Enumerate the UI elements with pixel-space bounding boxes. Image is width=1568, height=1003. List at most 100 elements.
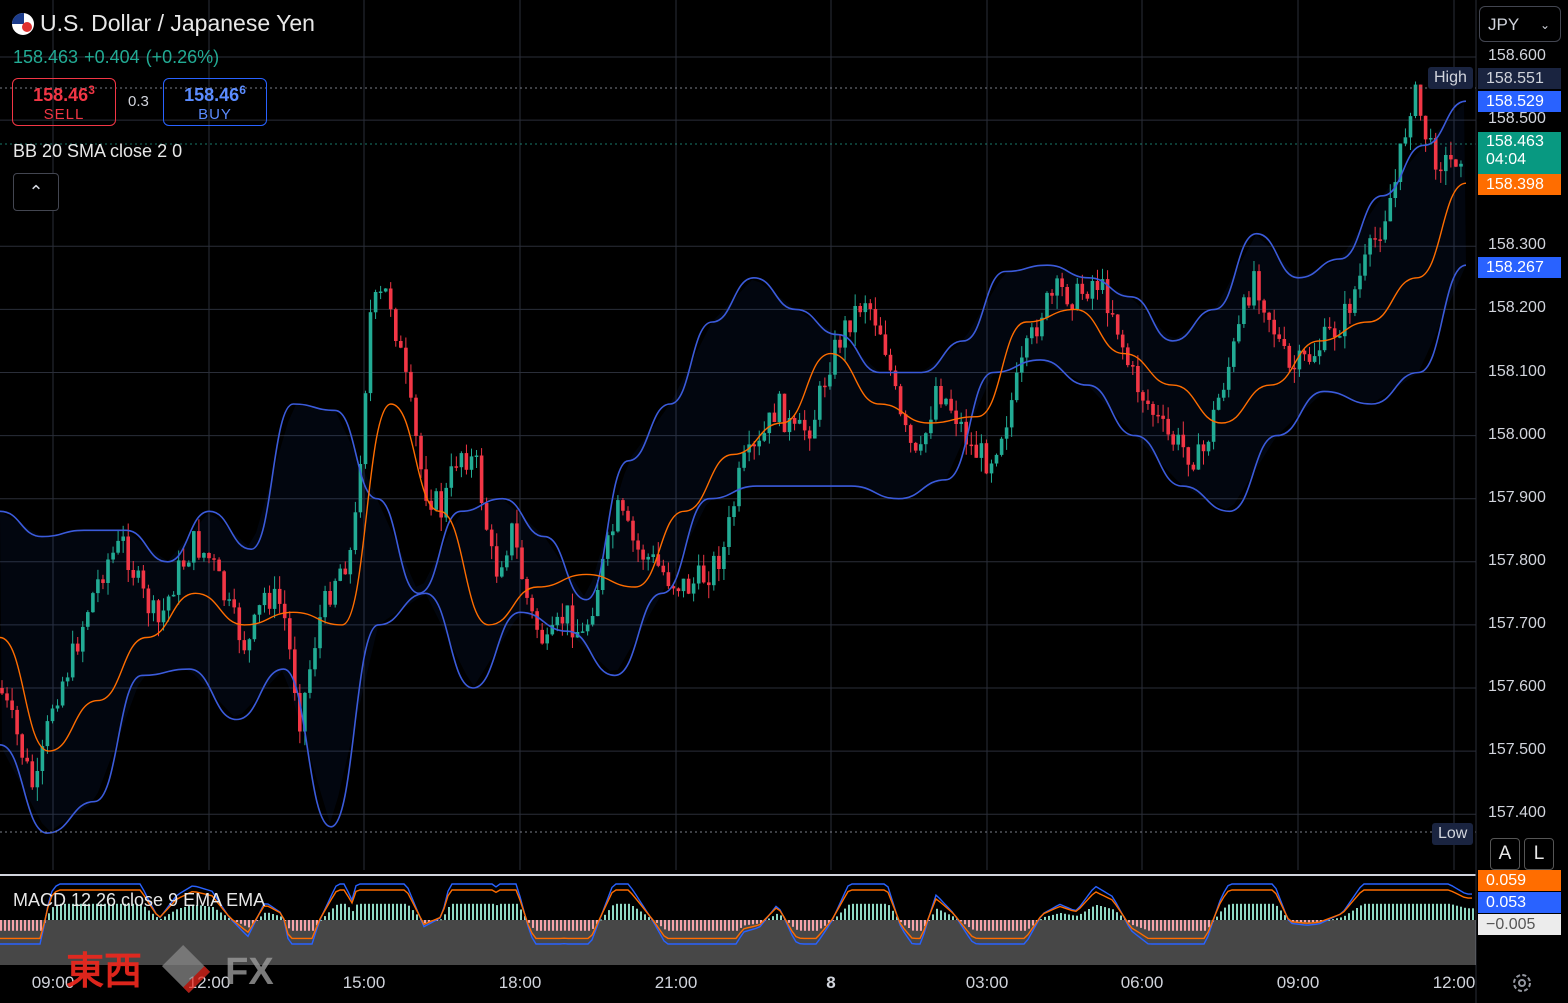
macd-signal-tag: 0.059	[1478, 870, 1561, 891]
collapse-legend-button[interactable]: ⌃	[13, 173, 59, 211]
candle-body	[454, 466, 459, 468]
macd-histogram-bar	[1192, 920, 1194, 931]
macd-histogram-bar	[264, 912, 266, 920]
macd-histogram-bar	[676, 920, 678, 931]
macd-histogram-bar	[816, 920, 818, 931]
candle-body	[444, 487, 448, 518]
macd-histogram-bar	[192, 904, 194, 920]
macd-histogram-bar	[792, 920, 794, 927]
macd-histogram-bar	[124, 903, 126, 920]
candle-body	[1252, 271, 1256, 306]
macd-histogram-bar	[220, 912, 222, 920]
buy-button[interactable]: 158.466 BUY	[163, 78, 267, 126]
candle-body	[1257, 271, 1261, 301]
macd-histogram-bar	[180, 908, 182, 920]
macd-histogram-bar	[952, 916, 954, 920]
macd-histogram-bar	[448, 907, 450, 920]
macd-histogram-bar	[460, 903, 462, 920]
candle-body	[974, 444, 979, 458]
macd-histogram-bar	[1300, 920, 1302, 922]
macd-histogram-bar	[552, 920, 554, 931]
sell-button[interactable]: 158.463 SELL	[12, 78, 116, 126]
log-scale-button[interactable]: L	[1524, 838, 1554, 870]
macd-histogram-bar	[1304, 920, 1306, 923]
macd-histogram-bar	[900, 920, 902, 923]
candle-body	[646, 556, 650, 560]
candle-body	[510, 523, 514, 556]
macd-histogram-bar	[424, 920, 426, 923]
macd-histogram-bar	[408, 905, 410, 920]
candle-body	[1105, 279, 1110, 314]
macd-histogram-bar	[692, 920, 694, 931]
macd-histogram-bar	[608, 910, 610, 920]
macd-histogram-bar	[732, 920, 734, 931]
candle-body	[1332, 328, 1337, 338]
candle-body	[696, 565, 701, 584]
candle-body	[1373, 238, 1377, 240]
currency-select[interactable]: JPY ⌄	[1479, 6, 1561, 42]
candle-body	[65, 677, 70, 682]
time-axis-label: 03:00	[965, 973, 1009, 992]
macd-histogram-bar	[1236, 903, 1238, 920]
macd-histogram-bar	[656, 920, 658, 923]
macd-histogram-bar	[684, 920, 686, 931]
candle-body	[1358, 275, 1362, 290]
macd-histogram-bar	[1108, 908, 1110, 920]
macd-histogram-bar	[48, 913, 50, 920]
candle-body	[70, 643, 75, 678]
macd-histogram-bar	[508, 903, 510, 920]
macd-histogram-bar	[1436, 903, 1438, 920]
candle-body	[121, 536, 125, 541]
candle-body	[262, 592, 267, 606]
candle-body	[858, 306, 862, 313]
candle-body	[1267, 312, 1271, 320]
macd-histogram-bar	[1320, 920, 1322, 922]
candle-body	[126, 536, 130, 570]
macd-histogram-bar	[880, 903, 882, 920]
bb-indicator-legend[interactable]: BB 20 SMA close 2 0	[13, 141, 183, 161]
candle-body	[1287, 345, 1292, 368]
candle-body	[1383, 221, 1387, 240]
candle-body	[1302, 350, 1307, 355]
macd-histogram-bar	[708, 920, 710, 931]
candle-body	[530, 597, 534, 612]
macd-histogram-bar	[664, 920, 666, 930]
macd-line	[0, 883, 1472, 945]
macd-histogram-bar	[824, 920, 826, 926]
candle-body	[707, 582, 711, 586]
macd-histogram-bar	[476, 903, 478, 920]
macd-histogram-bar	[864, 903, 866, 920]
candle-body	[1363, 254, 1367, 276]
bb-upper-tag: 158.529	[1478, 91, 1561, 112]
candle-body	[424, 469, 428, 501]
macd-histogram-bar	[484, 903, 486, 920]
macd-histogram-bar	[380, 903, 382, 920]
macd-histogram-bar	[12, 920, 14, 931]
candle-body	[272, 588, 277, 609]
macd-histogram-bar	[1000, 920, 1002, 931]
macd-histogram-bar	[1408, 903, 1410, 920]
candle-body	[964, 421, 968, 445]
macd-histogram-bar	[1032, 920, 1034, 926]
candle-body	[20, 734, 24, 758]
macd-histogram-bar	[536, 920, 538, 931]
candle-body	[217, 559, 221, 572]
settings-gear-icon[interactable]	[1510, 971, 1534, 995]
macd-value-tag: 0.053	[1478, 892, 1561, 913]
symbol-title[interactable]: U.S. Dollar / Japanese Yen	[12, 10, 315, 37]
macd-indicator-legend[interactable]: MACD 12 26 close 9 EMA EMA	[13, 890, 266, 910]
macd-histogram-bar	[1404, 903, 1406, 920]
macd-histogram-bar	[308, 920, 310, 931]
candle-body	[732, 506, 736, 517]
macd-histogram-bar	[1008, 920, 1010, 931]
auto-scale-button[interactable]: A	[1490, 838, 1520, 870]
macd-histogram-bar	[1316, 920, 1318, 922]
candle-body	[1090, 281, 1095, 299]
macd-histogram-bar	[984, 920, 986, 931]
price-axis-label: 157.700	[1488, 614, 1546, 632]
candle-body	[5, 693, 9, 701]
candle-body	[1459, 163, 1463, 167]
time-axis-label: 15:00	[342, 973, 386, 992]
brand-fx: FX	[225, 951, 274, 993]
